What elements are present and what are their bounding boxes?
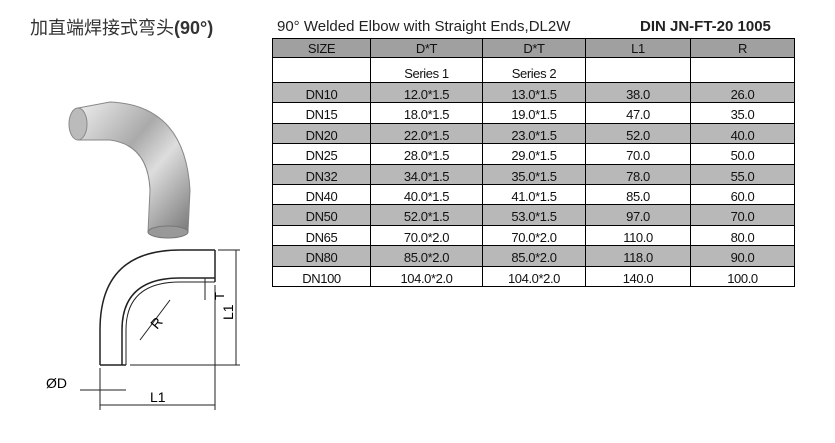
table-cell: 47.0 <box>586 103 691 124</box>
table-cell: 13.0*1.5 <box>483 83 586 104</box>
table-cell: 40.0 <box>691 123 794 145</box>
table-cell: DN50 <box>273 205 371 226</box>
table-cell: DN25 <box>273 144 371 165</box>
table-cell: 78.0 <box>586 164 691 185</box>
table-cell: 41.0*1.5 <box>483 185 586 206</box>
standard: DIN JN-FT-20 1005 <box>640 18 771 35</box>
table-cell: 85.0*2.0 <box>483 246 586 267</box>
table-cell: DN20 <box>273 123 371 145</box>
table-cell: 18.0*1.5 <box>371 103 483 124</box>
column-header: R <box>691 39 794 58</box>
table-cell: 100.0 <box>691 266 794 287</box>
label-length-side: L1 <box>220 304 236 320</box>
table-cell: 118.0 <box>586 246 691 267</box>
table-cell: 35.0 <box>691 103 794 124</box>
title-cn: 加直端焊接式弯头(90°) <box>30 14 213 40</box>
title-cn-angle: (90°) <box>174 18 214 38</box>
table-cell: DN100 <box>273 266 371 287</box>
table-cell: DN32 <box>273 164 371 185</box>
table-cell: 104.0*2.0 <box>483 266 586 287</box>
label-thickness: T <box>212 292 227 300</box>
table-cell: 85.0*2.0 <box>371 246 483 267</box>
table-cell: DN10 <box>273 83 371 104</box>
elbow-diagram <box>80 249 240 410</box>
table-cell: 38.0 <box>586 83 691 104</box>
table-cell: 90.0 <box>691 246 794 267</box>
column-header: D*T <box>371 39 483 58</box>
table-cell: DN40 <box>273 185 371 206</box>
spec-table: SIZE D*T D*T L1 R Series 1 Series 2 DN10 12.0*1.… <box>272 38 795 287</box>
table-cell: 52.0*1.5 <box>371 205 483 226</box>
series-label: Series 2 <box>483 58 586 83</box>
table-cell: 19.0*1.5 <box>483 103 586 124</box>
table-cell: 35.0*1.5 <box>483 164 586 185</box>
table-cell: 52.0 <box>586 123 691 145</box>
column-header: SIZE <box>273 39 371 58</box>
table-cell: 40.0*1.5 <box>371 185 483 206</box>
table-cell: 29.0*1.5 <box>483 144 586 165</box>
table-cell: 80.0 <box>691 225 794 247</box>
column-header: L1 <box>586 39 691 58</box>
column-header: D*T <box>483 39 586 58</box>
table-cell: 60.0 <box>691 185 794 206</box>
table-cell: 50.0 <box>691 144 794 165</box>
table-cell: 34.0*1.5 <box>371 164 483 185</box>
series-label <box>691 58 794 83</box>
drawings: ØD L1 L1 R T <box>46 101 240 410</box>
table-cell: DN80 <box>273 246 371 267</box>
series-label <box>586 58 691 83</box>
table-cell: 70.0*2.0 <box>483 225 586 247</box>
title-cn-text: 加直端焊接式弯头 <box>30 18 174 39</box>
title-en: 90° Welded Elbow with Straight Ends,DL2W <box>277 18 571 35</box>
table-cell: 97.0 <box>586 205 691 226</box>
table-cell: 55.0 <box>691 164 794 185</box>
table-cell: 110.0 <box>586 225 691 247</box>
table-cell: 70.0 <box>586 144 691 165</box>
table-cell: 28.0*1.5 <box>371 144 483 165</box>
table-cell: 140.0 <box>586 266 691 287</box>
series-label: Series 1 <box>371 58 483 83</box>
table-cell: 12.0*1.5 <box>371 83 483 104</box>
series-label <box>273 58 371 83</box>
table-cell: DN15 <box>273 103 371 124</box>
elbow-photo <box>68 101 191 239</box>
table-cell: 104.0*2.0 <box>371 266 483 287</box>
table-cell: 23.0*1.5 <box>483 123 586 145</box>
table-cell: 70.0 <box>691 205 794 226</box>
table-cell: 70.0*2.0 <box>371 225 483 247</box>
table-cell: DN65 <box>273 225 371 247</box>
table-cell: 26.0 <box>691 83 794 104</box>
label-radius: R <box>147 314 166 332</box>
table-cell: 85.0 <box>586 185 691 206</box>
table-cell: 53.0*1.5 <box>483 205 586 226</box>
label-diameter: ØD <box>46 375 67 391</box>
label-length-bottom: L1 <box>150 389 166 405</box>
table-cell: 22.0*1.5 <box>371 123 483 145</box>
